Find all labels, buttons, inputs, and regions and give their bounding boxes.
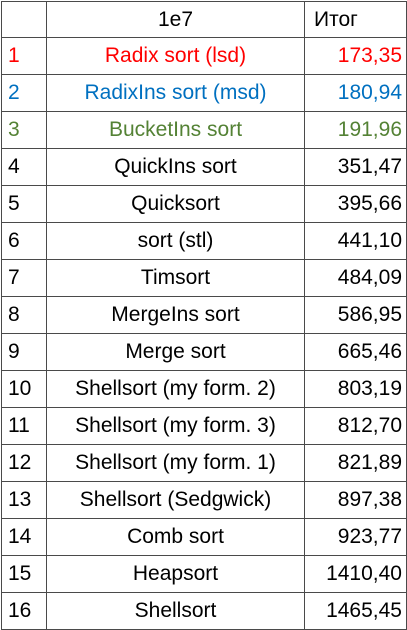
header-row: 1e7 Итог bbox=[2, 2, 407, 38]
table-row: 2 RadixIns sort (msd) 180,94 bbox=[2, 75, 407, 112]
row-name-cell[interactable]: Shellsort (Sedgwick) bbox=[47, 482, 305, 519]
row-name-cell[interactable]: Shellsort (my form. 3) bbox=[47, 408, 305, 445]
header-name-cell[interactable]: 1e7 bbox=[47, 2, 305, 38]
row-total-cell[interactable]: 897,38 bbox=[305, 482, 407, 519]
row-index-cell[interactable]: 9 bbox=[2, 334, 47, 371]
row-name-cell[interactable]: sort (stl) bbox=[47, 223, 305, 260]
row-total-cell[interactable]: 803,19 bbox=[305, 371, 407, 408]
row-name-cell[interactable]: QuickIns sort bbox=[47, 149, 305, 186]
row-name-cell[interactable]: Shellsort (my form. 2) bbox=[47, 371, 305, 408]
row-total-cell[interactable]: 441,10 bbox=[305, 223, 407, 260]
row-index-cell[interactable]: 6 bbox=[2, 223, 47, 260]
row-name-cell[interactable]: MergeIns sort bbox=[47, 297, 305, 334]
row-index-cell[interactable]: 16 bbox=[2, 593, 47, 630]
row-total-cell[interactable]: 191,96 bbox=[305, 112, 407, 149]
row-name-cell[interactable]: Merge sort bbox=[47, 334, 305, 371]
row-total-cell[interactable]: 923,77 bbox=[305, 519, 407, 556]
row-name-cell[interactable]: Shellsort (my form. 1) bbox=[47, 445, 305, 482]
row-total-cell[interactable]: 395,66 bbox=[305, 186, 407, 223]
row-index-cell[interactable]: 7 bbox=[2, 260, 47, 297]
table-row: 13 Shellsort (Sedgwick) 897,38 bbox=[2, 482, 407, 519]
table-row: 4 QuickIns sort 351,47 bbox=[2, 149, 407, 186]
table-row: 8 MergeIns sort 586,95 bbox=[2, 297, 407, 334]
row-index-cell[interactable]: 13 bbox=[2, 482, 47, 519]
table-row: 11 Shellsort (my form. 3) 812,70 bbox=[2, 408, 407, 445]
row-total-cell[interactable]: 1465,45 bbox=[305, 593, 407, 630]
row-name-cell[interactable]: Heapsort bbox=[47, 556, 305, 593]
row-index-cell[interactable]: 1 bbox=[2, 38, 47, 75]
row-total-cell[interactable]: 351,47 bbox=[305, 149, 407, 186]
row-name-cell[interactable]: RadixIns sort (msd) bbox=[47, 75, 305, 112]
row-total-cell[interactable]: 1410,40 bbox=[305, 556, 407, 593]
row-name-cell[interactable]: BucketIns sort bbox=[47, 112, 305, 149]
table-row: 14 Comb sort 923,77 bbox=[2, 519, 407, 556]
row-index-cell[interactable]: 10 bbox=[2, 371, 47, 408]
table-row: 10 Shellsort (my form. 2) 803,19 bbox=[2, 371, 407, 408]
row-index-cell[interactable]: 14 bbox=[2, 519, 47, 556]
header-total-cell[interactable]: Итог bbox=[305, 2, 407, 38]
header-index-cell[interactable] bbox=[2, 2, 47, 38]
row-name-cell[interactable]: Radix sort (lsd) bbox=[47, 38, 305, 75]
row-index-cell[interactable]: 15 bbox=[2, 556, 47, 593]
row-index-cell[interactable]: 12 bbox=[2, 445, 47, 482]
table-body: 1 Radix sort (lsd) 173,35 2 RadixIns sort (m… bbox=[2, 38, 407, 630]
row-index-cell[interactable]: 4 bbox=[2, 149, 47, 186]
row-index-cell[interactable]: 8 bbox=[2, 297, 47, 334]
row-name-cell[interactable]: Comb sort bbox=[47, 519, 305, 556]
row-name-cell[interactable]: Quicksort bbox=[47, 186, 305, 223]
row-index-cell[interactable]: 11 bbox=[2, 408, 47, 445]
row-name-cell[interactable]: Timsort bbox=[47, 260, 305, 297]
row-total-cell[interactable]: 484,09 bbox=[305, 260, 407, 297]
row-name-cell[interactable]: Shellsort bbox=[47, 593, 305, 630]
table-row: 12 Shellsort (my form. 1) 821,89 bbox=[2, 445, 407, 482]
table-row: 1 Radix sort (lsd) 173,35 bbox=[2, 38, 407, 75]
row-total-cell[interactable]: 812,70 bbox=[305, 408, 407, 445]
row-total-cell[interactable]: 586,95 bbox=[305, 297, 407, 334]
table-row: 3 BucketIns sort 191,96 bbox=[2, 112, 407, 149]
table-row: 16 Shellsort 1465,45 bbox=[2, 593, 407, 630]
row-total-cell[interactable]: 180,94 bbox=[305, 75, 407, 112]
table-row: 15 Heapsort 1410,40 bbox=[2, 556, 407, 593]
row-total-cell[interactable]: 173,35 bbox=[305, 38, 407, 75]
table-row: 9 Merge sort 665,46 bbox=[2, 334, 407, 371]
row-total-cell[interactable]: 665,46 bbox=[305, 334, 407, 371]
table-row: 7 Timsort 484,09 bbox=[2, 260, 407, 297]
table-row: 6 sort (stl) 441,10 bbox=[2, 223, 407, 260]
row-index-cell[interactable]: 3 bbox=[2, 112, 47, 149]
row-total-cell[interactable]: 821,89 bbox=[305, 445, 407, 482]
table-row: 5 Quicksort 395,66 bbox=[2, 186, 407, 223]
row-index-cell[interactable]: 2 bbox=[2, 75, 47, 112]
row-index-cell[interactable]: 5 bbox=[2, 186, 47, 223]
